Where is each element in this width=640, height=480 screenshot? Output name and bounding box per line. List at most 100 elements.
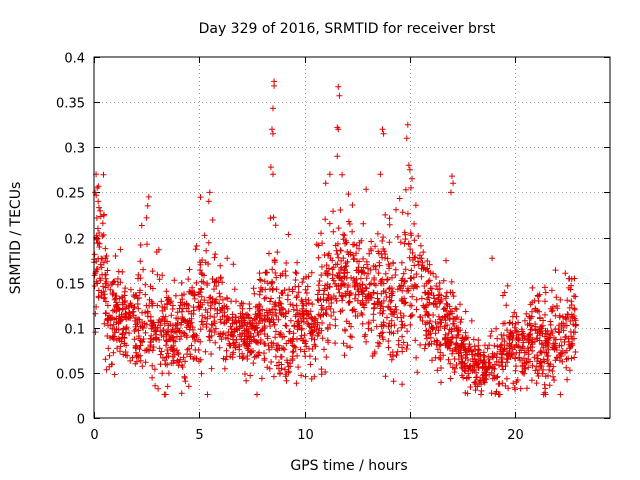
data-point: [274, 362, 280, 369]
data-point: [547, 332, 554, 338]
data-point: [285, 231, 292, 238]
data-point: [290, 348, 297, 355]
data-point: [541, 381, 548, 388]
data-point: [531, 338, 538, 345]
data-point: [528, 326, 535, 333]
data-point: [179, 305, 186, 312]
data-point: [266, 346, 273, 353]
data-point: [223, 294, 230, 301]
data-point: [269, 126, 275, 133]
data-point: [225, 315, 232, 322]
data-point: [378, 250, 385, 257]
data-point: [513, 313, 520, 320]
data-point: [542, 311, 548, 318]
data-point: [309, 346, 316, 352]
data-point: [132, 360, 139, 367]
data-points: [91, 78, 579, 398]
data-point: [182, 378, 189, 385]
data-point: [425, 341, 432, 348]
data-point: [536, 308, 543, 315]
data-point: [420, 302, 427, 309]
data-point: [149, 362, 156, 369]
data-point: [330, 228, 337, 235]
data-point: [101, 320, 108, 327]
data-point: [409, 293, 416, 300]
data-point: [493, 388, 500, 395]
data-point: [544, 327, 551, 334]
data-point: [131, 293, 138, 300]
data-point: [97, 261, 104, 268]
data-point: [325, 339, 332, 346]
data-point: [256, 276, 263, 283]
data-point: [365, 319, 372, 326]
data-point: [487, 333, 494, 339]
data-point: [179, 296, 186, 303]
data-point: [169, 306, 176, 312]
data-point: [516, 349, 523, 356]
data-point: [261, 331, 268, 337]
data-point: [209, 322, 216, 329]
data-point: [326, 171, 333, 178]
data-point: [344, 284, 351, 290]
data-point: [528, 339, 535, 346]
data-point: [480, 349, 487, 356]
data-point: [487, 363, 494, 370]
data-point: [170, 328, 177, 335]
data-point: [266, 365, 273, 372]
data-point: [321, 252, 328, 258]
data-point: [211, 286, 217, 293]
data-point: [529, 284, 536, 291]
data-point: [380, 234, 387, 241]
data-point: [335, 225, 342, 232]
data-point: [250, 285, 257, 292]
data-point: [113, 319, 120, 326]
data-point: [363, 338, 370, 345]
data-point: [254, 391, 260, 398]
data-point: [473, 360, 480, 367]
data-point: [220, 330, 227, 337]
data-point: [434, 339, 441, 345]
data-point: [523, 360, 530, 366]
data-point: [501, 320, 508, 327]
data-point: [315, 330, 322, 337]
data-point: [426, 277, 433, 284]
data-point: [315, 242, 322, 249]
data-point: [332, 322, 339, 329]
data-point: [137, 275, 144, 282]
data-point: [375, 270, 382, 277]
data-point: [572, 349, 579, 355]
data-point: [387, 298, 394, 305]
data-point: [272, 270, 279, 276]
data-point: [464, 351, 471, 358]
data-point: [122, 349, 129, 355]
data-point: [189, 290, 196, 297]
data-point: [519, 369, 526, 376]
data-point: [137, 242, 144, 248]
data-point: [307, 361, 314, 368]
data-point: [432, 354, 439, 361]
data-point: [157, 361, 164, 368]
data-point: [113, 308, 120, 315]
data-point: [520, 339, 527, 346]
data-point: [390, 353, 397, 360]
x-tick-label: 5: [195, 428, 203, 443]
data-point: [99, 233, 106, 240]
data-point: [137, 258, 144, 265]
data-point: [425, 312, 431, 319]
data-point: [161, 391, 168, 398]
data-point: [158, 298, 165, 305]
data-point: [521, 370, 528, 377]
data-point: [491, 342, 498, 349]
data-point: [91, 283, 98, 289]
data-point: [382, 270, 389, 277]
data-point: [173, 359, 180, 366]
x-axis-label: GPS time / hours: [290, 458, 407, 474]
data-point: [100, 288, 107, 295]
data-point: [219, 313, 226, 320]
data-point: [251, 316, 258, 323]
data-point: [348, 323, 354, 330]
data-point: [201, 232, 208, 239]
data-point: [536, 314, 543, 321]
data-point: [149, 374, 156, 381]
data-point: [548, 305, 555, 312]
